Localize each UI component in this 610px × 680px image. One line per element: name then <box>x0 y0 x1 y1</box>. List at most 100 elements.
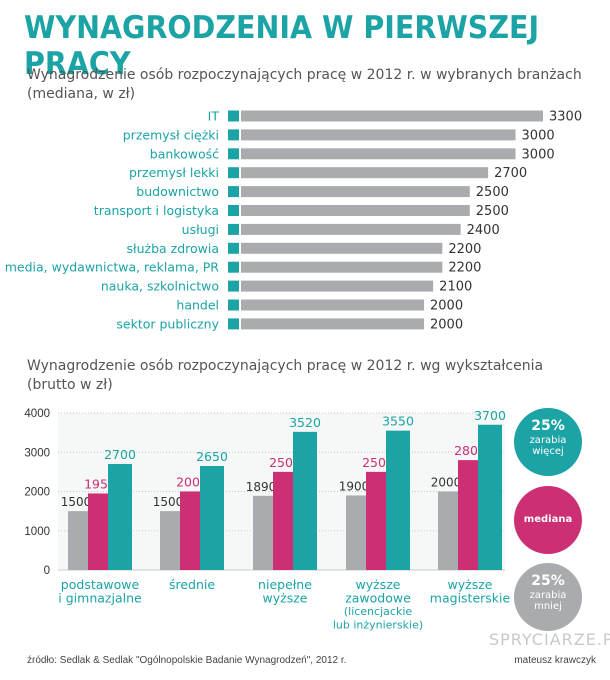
bar-value-label: 2700 <box>104 447 136 462</box>
category-label: nauka, szkolnictwo <box>101 279 219 294</box>
category-label: lub inżynierskie) <box>333 619 423 632</box>
bar-value-label: 3000 <box>522 128 555 143</box>
category-label: wyższe <box>448 577 493 592</box>
bar <box>241 110 543 122</box>
legend-label: zarabia <box>530 590 567 601</box>
category-label: średnie <box>169 577 215 592</box>
category-marker <box>228 148 239 160</box>
bar-high <box>478 424 502 570</box>
category-marker <box>228 299 239 311</box>
bar <box>241 129 516 141</box>
legend-label: więcej <box>532 446 564 457</box>
bar-value-label: 1950 <box>84 476 116 491</box>
watermark-logo: SPRYCIARZE.PL <box>489 630 610 649</box>
category-label: media, wydawnictwa, reklama, PR <box>5 260 220 275</box>
bar <box>241 242 443 254</box>
y-tick-label: 4000 <box>24 408 50 420</box>
bar-value-label: 2650 <box>196 449 228 464</box>
education-bar-chart: 0 1000 2000 3000 4000 1500 1500 1890 1900 2000 195… <box>24 408 582 632</box>
bar <box>241 167 489 179</box>
category-label: budownictwo <box>136 184 219 199</box>
y-tick-label: 3000 <box>24 447 50 459</box>
legend-label: mediana <box>524 514 572 525</box>
legend-label: mniej <box>534 601 562 612</box>
bar-value-label: 2100 <box>439 280 472 295</box>
bar-value-label: 2000 <box>176 475 208 490</box>
bar-value-label: 2500 <box>362 455 394 470</box>
legend-median <box>514 486 582 554</box>
bar <box>241 205 470 216</box>
bar-value-label: 3000 <box>522 147 555 162</box>
category-label: (licencjackie <box>344 605 413 618</box>
category-label: przemysł lekki <box>129 165 219 180</box>
category-label: sektor publiczny <box>116 316 219 331</box>
category-label: wyższe <box>263 591 308 606</box>
bar-value-label: 2000 <box>430 299 463 314</box>
bar-value-label: 1890 <box>246 480 277 494</box>
bar <box>241 186 470 198</box>
bar-value-label: 2000 <box>431 476 462 490</box>
page-title: WYNAGRODZENIA W PIERWSZEJ PRACY <box>24 10 540 82</box>
legend-label: 25% <box>531 418 565 434</box>
bar-value-label: 2000 <box>430 317 463 332</box>
category-marker <box>228 186 239 198</box>
category-marker <box>228 242 239 254</box>
category-marker <box>228 167 239 179</box>
category-marker <box>228 223 239 235</box>
author-credit: mateusz krawczyk <box>514 655 596 666</box>
category-label: przemysł ciężki <box>123 127 219 142</box>
bar-high <box>386 430 410 570</box>
bar-value-label: 2200 <box>448 261 481 276</box>
category-label: magisterskie <box>430 591 511 606</box>
category-label: zawodowe <box>345 591 411 606</box>
legend-high <box>514 408 582 476</box>
bar-high <box>108 464 132 570</box>
category-marker <box>228 129 239 141</box>
bar-high <box>293 431 317 570</box>
bar-value-label: 2500 <box>476 185 509 200</box>
chart2-subtitle: (brutto w zł) <box>27 377 113 393</box>
bar-value-label: 2400 <box>467 223 500 238</box>
category-label: służba zdrowia <box>127 241 219 256</box>
chart2-heading: Wynagrodzenie osób rozpoczynających prac… <box>27 357 543 395</box>
category-marker <box>228 205 239 216</box>
category-label: transport i logistyka <box>94 203 219 218</box>
category-marker <box>228 261 239 273</box>
bar-value-label: 1500 <box>61 495 92 509</box>
bar-value-label: 1500 <box>153 495 184 509</box>
chart1-heading: Wynagrodzenie osób rozpoczynających prac… <box>27 66 582 104</box>
category-label: handel <box>176 298 219 313</box>
bar <box>241 223 461 235</box>
category-label: podstawowe <box>61 577 140 592</box>
bar-value-label: 2200 <box>448 242 481 257</box>
bar <box>241 299 425 311</box>
bar <box>241 318 425 330</box>
bar-value-label: 2500 <box>476 204 509 219</box>
bar <box>241 280 434 292</box>
legend-low <box>514 563 582 631</box>
category-marker <box>228 110 239 122</box>
bar-value-label: 2500 <box>269 455 301 470</box>
bar-high <box>200 465 224 570</box>
chart2-title: Wynagrodzenie osób rozpoczynających prac… <box>27 358 544 374</box>
bar-value-label: 2800 <box>454 443 486 458</box>
bar-value-label: 3550 <box>382 414 414 429</box>
bar-value-label: 3700 <box>474 408 506 423</box>
y-tick-label: 2000 <box>24 487 50 499</box>
category-label: niepełne <box>258 577 312 592</box>
category-marker <box>228 318 239 330</box>
category-label: wyższe <box>356 577 401 592</box>
category-label: IT <box>208 109 220 124</box>
category-label: bankowość <box>150 146 219 161</box>
industry-bar-chart: IT 3300 przemysł ciężki 3000 bankowość 3000 pr… <box>5 109 582 333</box>
source-note: źródło: Sedlak & Sedlak "Ogólnopolskie B… <box>27 655 347 666</box>
legend-label: 25% <box>531 573 565 589</box>
bar <box>241 148 516 160</box>
chart1-subtitle: (mediana, w zł) <box>27 86 136 102</box>
y-tick-label: 1000 <box>24 526 50 538</box>
legend-label: zarabia <box>530 435 567 446</box>
chart1-title: Wynagrodzenie osób rozpoczynających prac… <box>27 67 582 83</box>
bar <box>241 261 443 273</box>
category-marker <box>228 280 239 292</box>
bar-value-label: 3300 <box>549 110 582 125</box>
